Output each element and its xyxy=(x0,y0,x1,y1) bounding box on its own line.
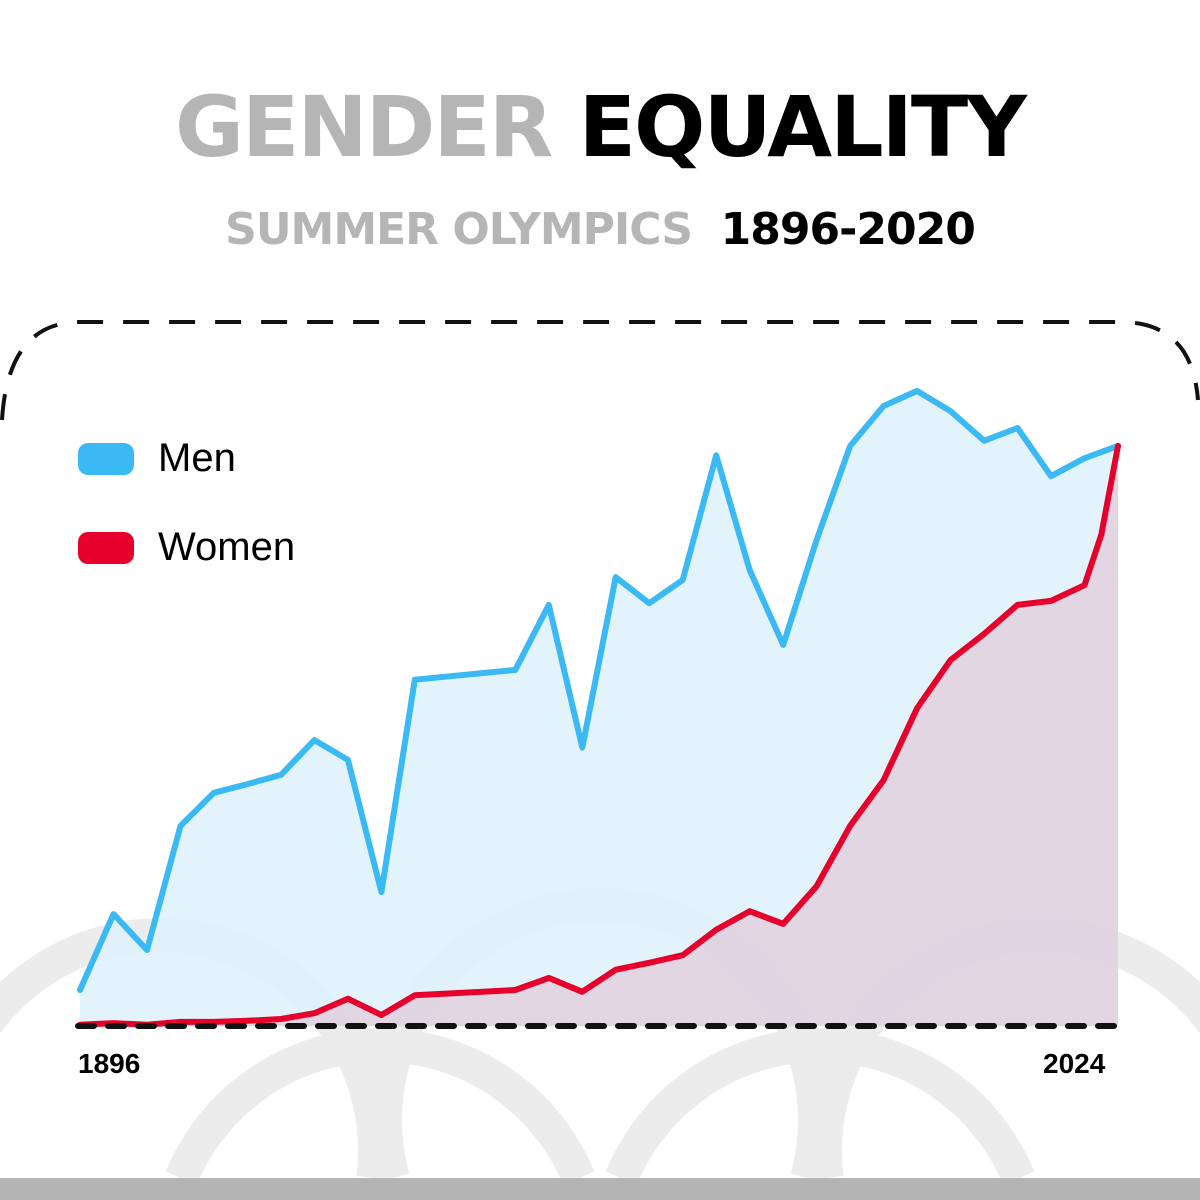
dashed-frame xyxy=(0,320,1200,421)
series-line-men xyxy=(77,387,1121,993)
subtitle-part-2: 1896-2020 xyxy=(720,204,976,255)
legend-item-women: Women xyxy=(78,525,295,570)
title-part-2: EQUALITY xyxy=(578,78,1027,176)
olympic-ring-watermark xyxy=(605,1028,1035,1185)
chart-subtitle: SUMMER OLYMPICS 1896-2020 xyxy=(0,204,1200,255)
x-tick-label-end: 2024 xyxy=(1043,1048,1106,1079)
legend-label-men: Men xyxy=(158,436,236,480)
legend-swatch-men xyxy=(78,442,134,475)
subtitle-part-1: SUMMER OLYMPICS xyxy=(225,204,693,255)
legend-label-women: Women xyxy=(158,525,296,569)
x-tick-label-start: 1896 xyxy=(78,1048,141,1079)
bottom-bar xyxy=(0,1178,1200,1200)
chart-title: GENDER EQUALITY xyxy=(0,78,1200,176)
title-part-1: GENDER xyxy=(175,78,553,176)
olympic-ring-watermark xyxy=(165,1028,595,1185)
legend-swatch-women xyxy=(78,531,134,564)
legend-item-men: Men xyxy=(78,436,236,481)
area-fill-women xyxy=(80,446,1118,1026)
